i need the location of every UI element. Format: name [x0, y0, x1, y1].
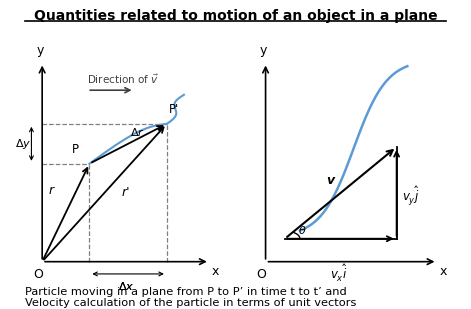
Text: Velocity calculation of the particle in terms of unit vectors: Velocity calculation of the particle in … [25, 298, 357, 308]
Text: $\Delta x$: $\Delta x$ [118, 280, 134, 292]
Text: Quantities related to motion of an object in a plane: Quantities related to motion of an objec… [34, 9, 437, 23]
Text: x: x [212, 265, 219, 278]
Text: Particle moving in a plane from P to P’ in time t to t’ and: Particle moving in a plane from P to P’ … [25, 287, 347, 297]
Text: $\Delta x$: $\Delta x$ [118, 280, 134, 292]
Text: r': r' [122, 186, 130, 199]
Text: $v_y\hat{j}$: $v_y\hat{j}$ [402, 184, 420, 207]
Text: y: y [36, 44, 44, 57]
Text: P': P' [169, 103, 179, 116]
Text: P: P [72, 143, 79, 156]
Text: $\theta$: $\theta$ [298, 223, 307, 235]
Text: $\Delta r$: $\Delta r$ [130, 126, 145, 138]
Text: v: v [326, 174, 334, 187]
Text: O: O [33, 268, 43, 281]
Text: r: r [48, 184, 53, 197]
Text: O: O [256, 268, 266, 281]
Text: $\Delta y$: $\Delta y$ [15, 137, 32, 151]
Text: Direction of $\vec{v}$: Direction of $\vec{v}$ [87, 72, 159, 86]
Text: $v_x\hat{i}$: $v_x\hat{i}$ [330, 263, 348, 284]
Text: x: x [439, 265, 447, 278]
Text: y: y [260, 44, 267, 57]
